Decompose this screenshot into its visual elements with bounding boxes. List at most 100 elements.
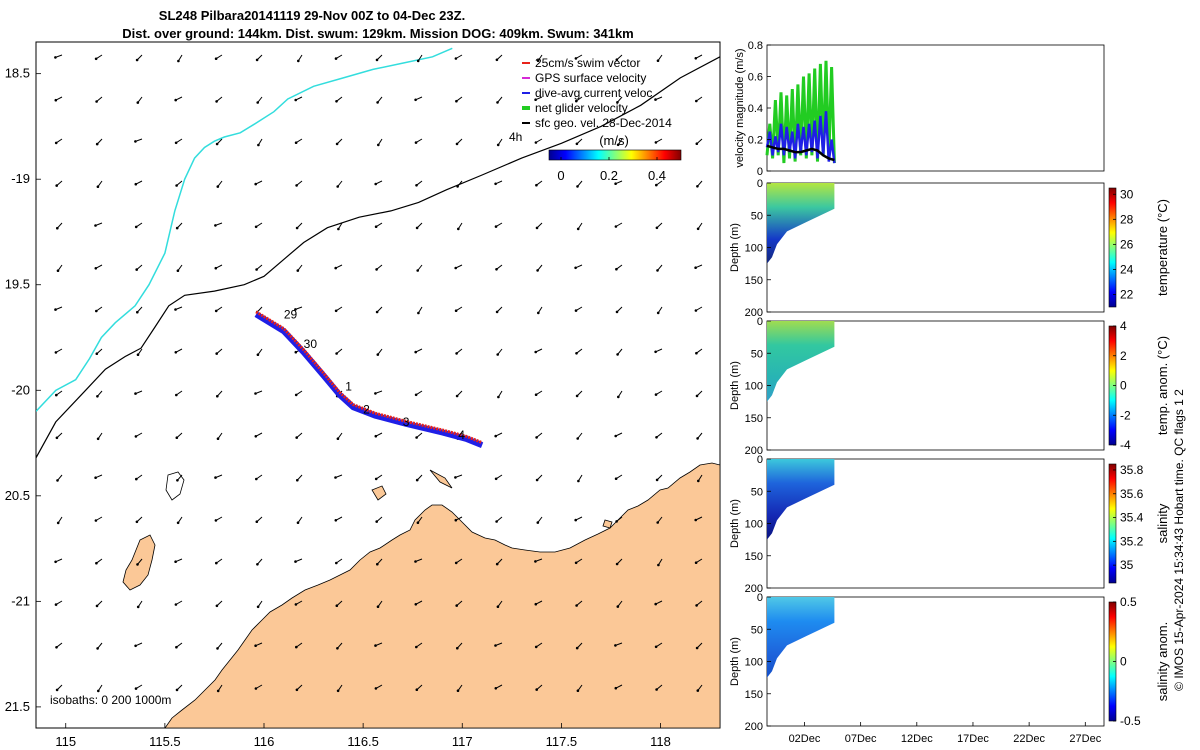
current-arrow-head-97 [536,269,539,272]
current-arrow-head-239 [96,647,99,650]
current-arrow-head-154 [96,437,100,441]
current-arrow-head-5 [255,58,259,62]
current-arrow-head-13 [574,57,578,60]
day-label-2: 1 [345,379,352,393]
island-small-1 [371,485,387,501]
salinity-cb-tick-label-4: 35.8 [1120,463,1144,477]
current-arrow-head-117 [656,311,660,315]
current-arrow-head-207 [174,560,177,563]
current-arrow-head-52 [96,185,100,188]
current-arrow-head-6 [297,59,300,63]
temperature-anomaly-ytick-label-1: 50 [751,348,763,360]
island-small-2 [602,519,613,529]
temperature-anomaly-cb-tick-label-1: -2 [1120,408,1131,422]
current-arrow-head-129 [455,352,458,355]
reef-outline [165,471,185,501]
current-arrow-head-78 [457,227,460,231]
current-arrow-head-250 [534,645,538,649]
map-ytick-label-0: 18.5 [5,66,30,81]
salinity-anomaly-cb-tick-label-2: 0.5 [1120,595,1137,609]
current-arrow-head-111 [417,311,420,315]
current-arrow-head-189 [135,520,139,524]
current-arrow-head-39 [257,143,260,147]
current-arrow-head-244 [295,645,298,649]
current-arrow-head-213 [414,560,417,563]
legend-label-gps: GPS surface velocity [535,71,646,85]
day-label-1: 30 [304,337,318,351]
temperature-anomaly-cb-tick-label-0: -4 [1120,438,1131,452]
current-arrow-head-201 [615,520,618,523]
current-arrow-head-248 [456,646,459,650]
current-arrow-head-50 [695,142,699,145]
current-arrow-head-136 [55,393,58,397]
map-legend: 25cm/s swim vector GPS surface velocity … [522,56,672,130]
current-arrow-head-109 [334,309,338,313]
current-arrow-head-172 [135,477,138,481]
current-arrow-head-270 [655,688,658,691]
map-xtick-label-6: 118 [650,734,671,749]
temperature-anomaly-ytick-label-3: 150 [745,413,763,425]
current-arrow-head-71 [175,226,179,230]
current-arrow-head-101 [694,266,697,270]
island-small-3 [429,469,453,489]
current-arrow-head-112 [454,309,458,313]
salinity-colorbar [1108,463,1117,584]
current-arrow-head-53 [134,182,138,186]
temperature-ytick-label-0: 0 [757,178,763,190]
current-arrow-head-253 [654,645,658,649]
current-arrow-head-225 [215,604,219,608]
current-arrow-head-208 [215,561,218,565]
current-arrow-head-11 [495,58,499,62]
temperature-cb-tick-label-1: 24 [1120,262,1134,276]
current-arrow-head-66 [655,183,658,187]
current-arrow-head-166 [576,437,579,440]
current-arrow-head-218 [615,562,619,566]
current-arrow-head-120 [95,352,99,356]
current-arrow-head-33 [695,99,698,103]
current-arrow-head-216 [534,560,537,563]
current-arrow-head-212 [376,562,379,566]
current-arrow-head-119 [54,351,58,354]
current-arrow-head-73 [254,225,258,229]
current-arrow-head-30 [575,99,578,103]
current-arrow-head-100 [656,269,659,272]
current-arrow-head-68 [56,226,59,230]
current-arrow-head-87 [135,268,138,271]
current-arrow-head-157 [216,437,220,441]
temperature-anomaly-ylabel: Depth (m) [729,361,741,410]
map-ytick-label-1: -19 [11,171,30,186]
temperature-ytick-label-3: 150 [745,275,763,287]
current-arrow-head-221 [54,603,58,606]
current-arrow-head-182 [535,478,539,482]
map-xtick-label-0: 115 [55,734,76,749]
current-arrow-head-152 [695,394,699,398]
map-ytick-label-2: 19.5 [5,277,30,292]
current-arrow-head-164 [494,434,498,438]
time-tick-label-3: 17Dec [957,733,989,745]
temperature-anomaly-cb-tick-label-3: 2 [1120,349,1127,363]
current-arrow-head-179 [415,478,419,482]
legend-entry-swim: 25cm/s swim vector [522,56,640,70]
current-arrow-head-8 [375,58,379,62]
current-arrow-head-257 [134,687,138,690]
current-arrow-head-196 [416,521,420,524]
current-arrow-head-124 [256,353,260,357]
current-arrow-head-173 [176,479,179,482]
velocity-series-2 [766,144,835,162]
salinity-anomaly-cb-tick-label-0: -0.5 [1120,714,1141,728]
current-arrow-head-42 [377,143,380,147]
map-y-ticks: 18.5 -19 19.5 -20 20.5 -21 21.5 [5,66,41,714]
current-arrow-head-226 [256,605,260,609]
current-arrow-head-139 [175,393,178,397]
current-arrow-head-65 [614,182,617,185]
current-arrow-head-32 [654,98,657,101]
current-arrow-head-14 [615,58,619,61]
current-arrow-head-99 [615,267,618,271]
salinity-ytick-label-1: 50 [751,486,763,498]
current-arrow-head-187 [56,521,60,525]
current-arrow-head-57 [295,184,298,187]
current-arrow-head-74 [295,226,299,230]
current-arrow-head-24 [335,100,338,103]
current-arrow-head-169 [696,437,699,440]
